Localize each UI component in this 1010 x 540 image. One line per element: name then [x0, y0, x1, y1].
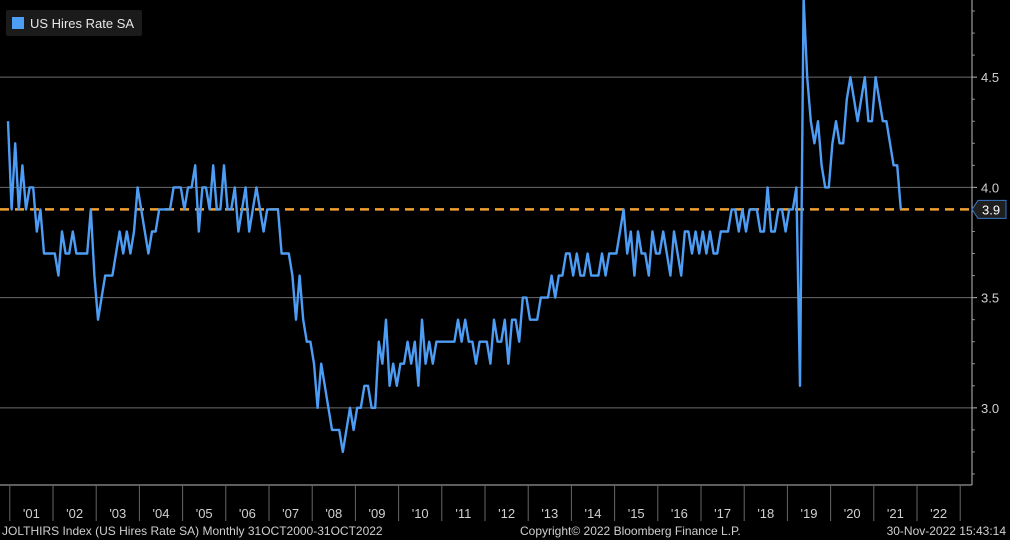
reference-label-box	[971, 199, 1007, 219]
reference-label: 3.9	[982, 202, 1000, 217]
y-tick-label-0: 3.0	[981, 401, 999, 416]
x-tick-label-1: '02	[66, 506, 83, 521]
x-tick-label-19: '20	[844, 506, 861, 521]
y-tick-label-1: 3.5	[981, 291, 999, 306]
x-tick-label-6: '07	[282, 506, 299, 521]
y-axis: 3.0 3.5 4.0 4.5	[971, 0, 999, 485]
x-tick-label-3: '04	[153, 506, 170, 521]
x-tick-label-15: '16	[671, 506, 688, 521]
x-tick-label-16: '17	[714, 506, 731, 521]
x-tick-label-7: '08	[325, 506, 342, 521]
x-axis: '01 '02 '03 '04 '05 '06 '07 '08 '09 '10 '11 '12 '13 '…	[0, 484, 972, 521]
x-tick-label-13: '14	[585, 506, 602, 521]
x-tick-label-5: '06	[239, 506, 256, 521]
x-tick-label-12: '13	[541, 506, 558, 521]
footer-copyright: Copyright© 2022 Bloomberg Finance L.P.	[520, 524, 741, 538]
footer-timestamp: 30-Nov-2022 15:43:14	[886, 524, 1006, 538]
x-tick-label-14: '15	[628, 506, 645, 521]
x-tick-label-0: '01	[23, 506, 40, 521]
footer-ticker-info: JOLTHIRS Index (US Hires Rate SA) Monthl…	[2, 524, 383, 538]
gridlines	[0, 76, 972, 409]
x-tick-label-21: '22	[930, 506, 947, 521]
y-tick-label-3: 4.5	[981, 70, 999, 85]
legend-swatch	[12, 17, 24, 29]
legend-label: US Hires Rate SA	[30, 15, 135, 31]
reference-label-group: 3.9	[971, 199, 1007, 219]
x-tick-label-2: '03	[109, 506, 126, 521]
x-tick-label-11: '12	[498, 506, 515, 521]
series-line-us-hires-rate-sa	[6, 0, 902, 454]
x-tick-label-10: '11	[455, 506, 471, 521]
x-tick-label-4: '05	[196, 506, 213, 521]
legend: US Hires Rate SA	[6, 10, 143, 36]
x-tick-label-18: '19	[801, 506, 818, 521]
x-tick-label-20: '21	[887, 506, 904, 521]
x-tick-label-9: '10	[412, 506, 429, 521]
x-tick-label-8: '09	[369, 506, 386, 521]
y-tick-label-2: 4.0	[981, 180, 999, 195]
x-tick-label-17: '18	[757, 506, 774, 521]
